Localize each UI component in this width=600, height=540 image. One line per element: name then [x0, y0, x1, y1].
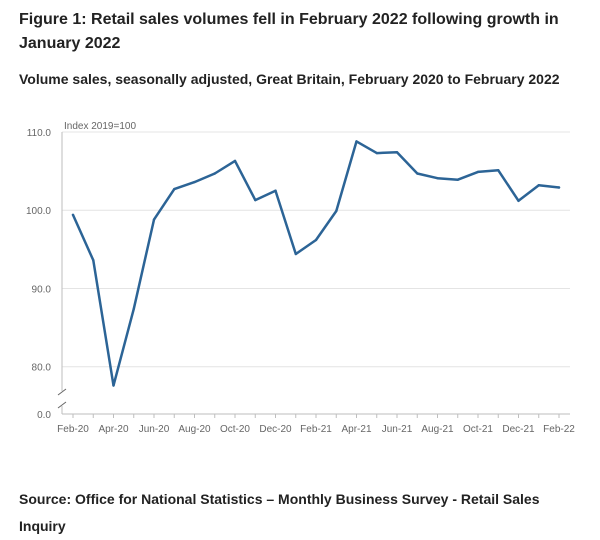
x-tick-label: Feb-22 — [543, 424, 575, 435]
data-point — [355, 140, 358, 143]
data-point — [436, 177, 439, 180]
y-tick-label: 0.0 — [37, 410, 51, 421]
data-point — [71, 213, 75, 217]
x-tick-label: Jun-20 — [139, 424, 170, 435]
data-point — [193, 180, 196, 184]
data-point — [537, 184, 540, 187]
axis-break-mark — [57, 388, 67, 396]
x-tick-label: Feb-21 — [300, 424, 332, 435]
data-point — [152, 218, 156, 221]
data-point — [335, 209, 338, 213]
x-tick-label: Dec-21 — [502, 424, 535, 435]
data-point — [416, 172, 419, 175]
x-tick-label: Apr-21 — [341, 424, 371, 435]
axis-break-mark — [57, 401, 67, 409]
data-point — [173, 187, 176, 191]
data-point — [92, 259, 95, 262]
x-tick-label: Aug-21 — [421, 424, 454, 435]
x-tick-label: Oct-21 — [463, 424, 493, 435]
data-point — [294, 252, 297, 256]
series-line — [71, 140, 561, 387]
y-tick-label: 100.0 — [26, 206, 51, 217]
data-point — [274, 189, 277, 192]
data-point — [557, 186, 561, 189]
source-note: Source: Office for National Statistics –… — [19, 491, 540, 534]
data-point — [254, 198, 257, 202]
data-point — [233, 159, 237, 163]
x-tick-label: Jun-21 — [382, 424, 413, 435]
data-point — [517, 199, 520, 202]
x-tick-label: Apr-20 — [98, 424, 128, 435]
chart-title: Figure 1: Retail sales volumes fell in F… — [19, 11, 559, 52]
data-point — [456, 178, 459, 181]
data-point — [213, 172, 216, 175]
line-chart: 0.0 80.0 90.0 100.0 110.0 Index 2019=100 Feb-2… — [26, 121, 575, 435]
y-tick-label: 80.0 — [32, 363, 52, 374]
data-point — [375, 151, 378, 155]
x-tick-label: Dec-20 — [259, 424, 292, 435]
data-point — [132, 307, 135, 310]
x-tick-label: Oct-20 — [220, 424, 250, 435]
chart-subtitle: Volume sales, seasonally adjusted, Great… — [19, 71, 560, 87]
data-point — [497, 169, 500, 172]
data-point — [314, 238, 318, 242]
y-unit-label: Index 2019=100 — [64, 121, 136, 132]
data-point — [395, 151, 399, 154]
y-tick-label: 110.0 — [27, 128, 52, 139]
chart-area: 0.0 80.0 90.0 100.0 110.0 Index 2019=100 Feb-2… — [0, 118, 600, 448]
y-tick-label: 90.0 — [32, 284, 52, 295]
data-point — [112, 384, 115, 387]
x-tick-label: Feb-20 — [57, 424, 89, 435]
x-tick-label: Aug-20 — [178, 424, 211, 435]
data-point — [476, 170, 480, 174]
